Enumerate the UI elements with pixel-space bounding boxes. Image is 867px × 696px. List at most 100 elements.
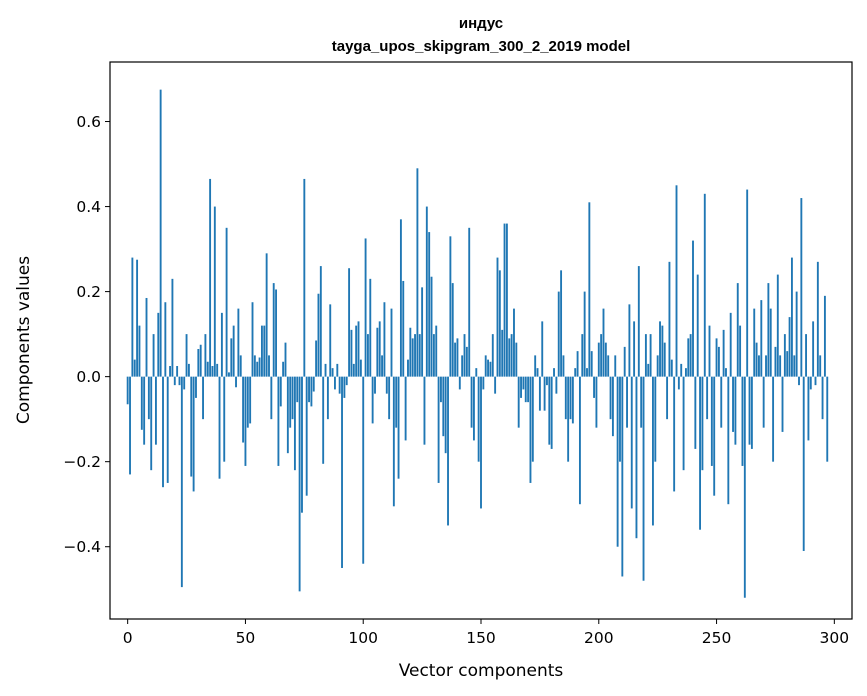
bar (748, 376, 751, 445)
bar (136, 259, 139, 377)
bar (776, 274, 779, 377)
bar (232, 325, 235, 377)
bar (805, 334, 807, 377)
bar (647, 363, 650, 377)
bar (397, 376, 400, 479)
bar (131, 257, 134, 377)
bar (635, 376, 638, 539)
bar (374, 376, 376, 394)
bar (178, 376, 181, 386)
bar (449, 236, 452, 377)
bar (275, 289, 277, 377)
bar (282, 361, 285, 377)
x-tick-label: 300 (820, 629, 850, 647)
bar (388, 376, 391, 420)
bar (755, 342, 758, 377)
bar (793, 355, 796, 377)
bar (741, 376, 744, 466)
bar (548, 376, 551, 445)
bar (522, 376, 525, 390)
bar (211, 366, 214, 377)
y-axis-label: Components values (14, 256, 34, 424)
bar (218, 376, 221, 479)
bar (334, 376, 336, 390)
x-axis-ticks: 0 50 100 150 200 250 300 (123, 619, 849, 647)
bar (223, 376, 226, 462)
bar (819, 355, 822, 377)
bar (642, 376, 645, 581)
bar (538, 376, 541, 411)
bar (312, 376, 315, 392)
bar (586, 368, 588, 377)
bar (357, 321, 360, 377)
bar (409, 327, 412, 377)
bar (209, 178, 212, 377)
bar (470, 376, 473, 428)
bar (260, 325, 263, 377)
bar (425, 206, 428, 377)
bar (694, 376, 697, 449)
bar (341, 376, 343, 568)
bar (760, 300, 763, 377)
x-tick-label: 250 (702, 629, 732, 647)
bar (371, 376, 374, 424)
bar (826, 376, 829, 462)
bar (729, 312, 732, 377)
bar (710, 376, 713, 466)
bar (513, 308, 515, 377)
bar (703, 193, 706, 377)
bar (611, 376, 614, 437)
bar (435, 325, 438, 377)
bar (715, 338, 718, 377)
bar (732, 376, 734, 432)
bar (527, 376, 530, 403)
bar (553, 368, 555, 377)
bar (272, 283, 275, 377)
bar (183, 376, 186, 390)
bar (654, 376, 657, 462)
bar-series (126, 89, 829, 598)
bar (190, 376, 193, 477)
bar (604, 342, 607, 377)
bar (821, 376, 824, 420)
bar (463, 334, 466, 377)
bar (637, 266, 640, 377)
bar (169, 366, 171, 377)
bar (746, 189, 749, 377)
bar (164, 302, 167, 377)
bar (440, 376, 442, 403)
bar (343, 376, 346, 398)
bar (814, 376, 817, 386)
bar (381, 355, 383, 377)
bar (480, 376, 482, 509)
bar (816, 261, 819, 377)
bar (571, 376, 574, 424)
bar (199, 344, 202, 377)
x-tick-label: 50 (236, 629, 256, 647)
bar (682, 376, 685, 471)
bar (329, 304, 332, 377)
bar (430, 276, 433, 377)
bar (774, 346, 777, 377)
bar (308, 376, 310, 403)
bar (663, 342, 666, 377)
bar (783, 334, 786, 377)
bar (593, 376, 595, 398)
bar (296, 376, 299, 403)
x-tick-label: 0 (123, 629, 133, 647)
bar (126, 376, 129, 405)
bar (246, 376, 249, 428)
bar (510, 334, 513, 377)
bar (720, 376, 723, 428)
bar (265, 253, 268, 377)
bar (293, 376, 296, 471)
bar (574, 368, 577, 377)
bar (237, 308, 240, 377)
bar (800, 198, 803, 377)
bar (228, 372, 230, 377)
bar (289, 376, 292, 428)
bar (536, 368, 539, 377)
y-tick-label: 0.6 (76, 113, 101, 131)
bar (352, 363, 355, 377)
bar (345, 376, 348, 386)
